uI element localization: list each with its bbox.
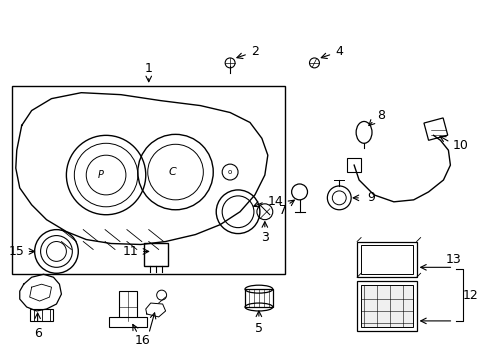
Text: 8: 8 — [376, 109, 384, 122]
Text: 10: 10 — [451, 139, 468, 152]
Bar — [356, 281, 416, 331]
Text: 9: 9 — [366, 192, 374, 204]
Bar — [12, 86, 284, 274]
Bar — [360, 285, 412, 327]
Text: C: C — [168, 167, 176, 177]
Text: 3: 3 — [261, 231, 268, 244]
Text: 4: 4 — [335, 45, 343, 58]
Text: 16: 16 — [135, 334, 150, 347]
Text: 5: 5 — [254, 322, 263, 336]
Text: o: o — [227, 169, 232, 175]
Text: 1: 1 — [144, 62, 152, 75]
Text: 7: 7 — [278, 204, 286, 217]
Bar — [346, 158, 360, 172]
Text: 12: 12 — [462, 289, 477, 302]
Text: 6: 6 — [34, 327, 41, 340]
Bar — [143, 243, 167, 266]
Text: 2: 2 — [250, 45, 258, 58]
Text: 14: 14 — [267, 195, 283, 208]
Text: 13: 13 — [445, 253, 460, 266]
Bar — [423, 118, 447, 140]
Bar — [109, 317, 146, 327]
Text: 15: 15 — [9, 245, 25, 258]
Bar — [356, 242, 416, 277]
Bar — [30, 309, 53, 321]
Text: 11: 11 — [123, 245, 139, 258]
Bar — [244, 289, 272, 307]
Text: P: P — [98, 170, 104, 180]
Bar — [119, 291, 137, 321]
Bar — [360, 246, 412, 274]
